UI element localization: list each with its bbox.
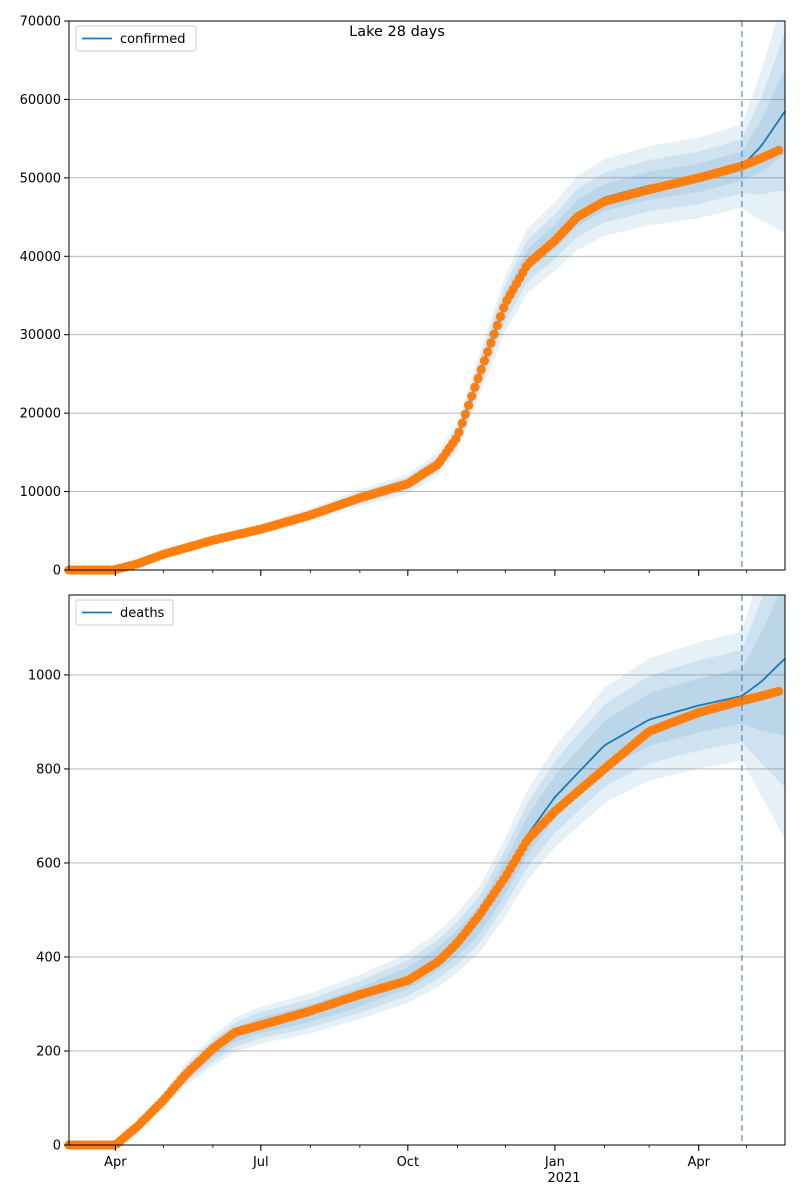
- observed-point: [467, 391, 477, 401]
- deaths-y-axis: 0 200 400 600 800 1000: [28, 668, 69, 1154]
- confirmed-grid: [69, 98, 785, 493]
- deaths-observed-points: [64, 686, 784, 1150]
- observed-point: [489, 329, 499, 339]
- observed-point: [470, 382, 480, 392]
- y-tick-label: 600: [36, 856, 61, 871]
- observed-point: [486, 338, 496, 348]
- chart-title: Lake 28 days: [349, 24, 445, 40]
- observed-point: [492, 320, 502, 330]
- uncertainty-band: [69, 595, 785, 1145]
- deaths-uncertainty-bands: [69, 595, 785, 1145]
- confirmed-legend-label: confirmed: [120, 32, 186, 47]
- observed-point: [499, 303, 509, 313]
- confirmed-plot-area: [69, 21, 785, 570]
- x-tick-label: Jan: [544, 1155, 565, 1170]
- uncertainty-band: [69, 595, 785, 1145]
- x-tick-label: Apr: [687, 1155, 710, 1170]
- deaths-plot-area: [69, 595, 785, 1145]
- x-tick-label: Oct: [397, 1155, 419, 1170]
- y-tick-label: 0: [53, 1139, 61, 1154]
- confirmed-observed-points: [64, 145, 784, 575]
- y-tick-label: 800: [36, 762, 61, 777]
- y-tick-label: 200: [36, 1044, 61, 1059]
- confirmed-uncertainty-bands: [69, 21, 785, 571]
- y-tick-label: 1000: [28, 668, 61, 683]
- deaths-x-axis: Apr Jul Oct Jan Apr: [104, 1145, 748, 1170]
- observed-point: [479, 356, 490, 366]
- confirmed-y-axis: 0 10000 20000 30000 40000 50000 60000 70000: [20, 15, 69, 579]
- confirmed-x-axis: [114, 570, 748, 576]
- confirmed-panel: 0 10000 20000 30000 40000 50000 60000 70000 con…: [20, 15, 786, 579]
- observed-point: [774, 145, 784, 155]
- deaths-legend: deaths: [75, 599, 174, 626]
- observed-point: [495, 312, 506, 322]
- y-tick-label: 400: [36, 950, 61, 965]
- observed-point: [454, 427, 464, 437]
- uncertainty-band: [69, 68, 785, 571]
- deaths-legend-label: deaths: [120, 606, 165, 621]
- observed-point: [483, 347, 493, 357]
- confirmed-legend-box: [75, 25, 197, 52]
- y-tick-label: 30000: [20, 328, 61, 343]
- observed-point: [473, 373, 483, 383]
- x-axis-year-label: 2021: [547, 1171, 580, 1186]
- uncertainty-band: [69, 595, 785, 1145]
- observed-point: [476, 364, 486, 375]
- deaths-legend-box: [75, 599, 174, 626]
- x-tick-label: Jul: [252, 1155, 269, 1170]
- y-tick-label: 20000: [20, 407, 61, 422]
- deaths-axes-frame: [68, 594, 786, 1146]
- x-tick-label: Apr: [104, 1155, 127, 1170]
- observed-point: [464, 400, 474, 410]
- y-tick-label: 60000: [20, 93, 61, 108]
- y-tick-label: 50000: [20, 171, 61, 186]
- observed-point: [460, 409, 470, 419]
- deaths-panel: 0 200 400 600 800 1000 Apr Jul Oct Jan Apr deaths: [28, 594, 786, 1170]
- observed-point: [457, 418, 467, 428]
- y-tick-label: 70000: [20, 15, 61, 30]
- confirmed-axes-frame: [68, 20, 786, 571]
- y-tick-label: 10000: [20, 485, 61, 500]
- confirmed-legend: confirmed: [75, 25, 197, 52]
- observed-point: [774, 686, 784, 697]
- deaths-grid: [69, 674, 785, 1052]
- y-tick-label: 0: [53, 564, 61, 579]
- y-tick-label: 40000: [20, 250, 61, 265]
